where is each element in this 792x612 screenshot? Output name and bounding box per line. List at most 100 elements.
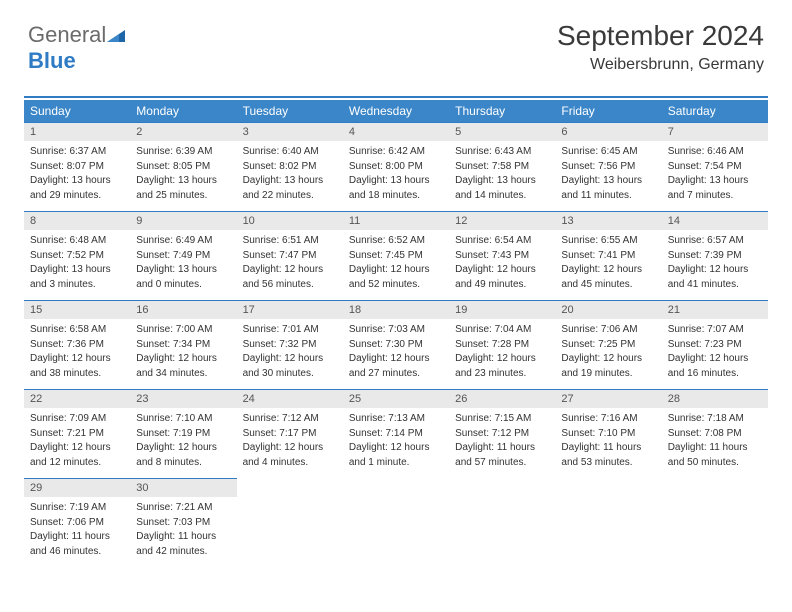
- sunset-text: Sunset: 8:07 PM: [30, 160, 124, 174]
- daylight-line1: Daylight: 13 hours: [30, 174, 124, 188]
- calendar-cell: 27Sunrise: 7:16 AMSunset: 7:10 PMDayligh…: [555, 389, 661, 478]
- calendar-empty-cell: [343, 478, 449, 567]
- sunrise-text: Sunrise: 7:04 AM: [455, 323, 549, 337]
- sunrise-text: Sunrise: 6:45 AM: [561, 145, 655, 159]
- daylight-line2: and 14 minutes.: [455, 189, 549, 203]
- daylight-line2: and 42 minutes.: [136, 545, 230, 559]
- calendar-cell: 17Sunrise: 7:01 AMSunset: 7:32 PMDayligh…: [237, 300, 343, 389]
- dow-tuesday: Tuesday: [237, 100, 343, 122]
- sunrise-text: Sunrise: 7:19 AM: [30, 501, 124, 515]
- sunset-text: Sunset: 7:06 PM: [30, 516, 124, 530]
- daylight-line1: Daylight: 13 hours: [561, 174, 655, 188]
- daylight-line1: Daylight: 12 hours: [668, 263, 762, 277]
- calendar-cell: 18Sunrise: 7:03 AMSunset: 7:30 PMDayligh…: [343, 300, 449, 389]
- calendar-cell: 5Sunrise: 6:43 AMSunset: 7:58 PMDaylight…: [449, 122, 555, 211]
- calendar-cell: 7Sunrise: 6:46 AMSunset: 7:54 PMDaylight…: [662, 122, 768, 211]
- daylight-line1: Daylight: 12 hours: [561, 263, 655, 277]
- sunset-text: Sunset: 7:21 PM: [30, 427, 124, 441]
- day-info: Sunrise: 7:19 AMSunset: 7:06 PMDaylight:…: [24, 497, 130, 567]
- day-number: 15: [24, 300, 130, 319]
- calendar-cell: 13Sunrise: 6:55 AMSunset: 7:41 PMDayligh…: [555, 211, 661, 300]
- daylight-line1: Daylight: 12 hours: [668, 352, 762, 366]
- daylight-line1: Daylight: 12 hours: [136, 441, 230, 455]
- sunset-text: Sunset: 7:36 PM: [30, 338, 124, 352]
- logo-text-2: Blue: [28, 48, 76, 73]
- day-info: Sunrise: 7:13 AMSunset: 7:14 PMDaylight:…: [343, 408, 449, 478]
- sunset-text: Sunset: 8:05 PM: [136, 160, 230, 174]
- day-info: Sunrise: 7:01 AMSunset: 7:32 PMDaylight:…: [237, 319, 343, 389]
- daylight-line2: and 11 minutes.: [561, 189, 655, 203]
- daylight-line2: and 25 minutes.: [136, 189, 230, 203]
- dow-sunday: Sunday: [24, 100, 130, 122]
- calendar-cell: 9Sunrise: 6:49 AMSunset: 7:49 PMDaylight…: [130, 211, 236, 300]
- sunset-text: Sunset: 7:32 PM: [243, 338, 337, 352]
- daylight-line2: and 19 minutes.: [561, 367, 655, 381]
- day-number: 13: [555, 211, 661, 230]
- day-number: 30: [130, 478, 236, 497]
- daylight-line2: and 12 minutes.: [30, 456, 124, 470]
- day-number: 6: [555, 122, 661, 141]
- daylight-line1: Daylight: 11 hours: [136, 530, 230, 544]
- calendar-cell: 25Sunrise: 7:13 AMSunset: 7:14 PMDayligh…: [343, 389, 449, 478]
- dow-saturday: Saturday: [662, 100, 768, 122]
- daylight-line1: Daylight: 12 hours: [455, 263, 549, 277]
- day-info: Sunrise: 7:15 AMSunset: 7:12 PMDaylight:…: [449, 408, 555, 478]
- day-number: 5: [449, 122, 555, 141]
- sunset-text: Sunset: 8:00 PM: [349, 160, 443, 174]
- calendar-cell: 10Sunrise: 6:51 AMSunset: 7:47 PMDayligh…: [237, 211, 343, 300]
- logo-triangle-icon: [107, 22, 125, 48]
- dow-thursday: Thursday: [449, 100, 555, 122]
- day-info: Sunrise: 7:09 AMSunset: 7:21 PMDaylight:…: [24, 408, 130, 478]
- sunrise-text: Sunrise: 7:01 AM: [243, 323, 337, 337]
- daylight-line2: and 56 minutes.: [243, 278, 337, 292]
- daylight-line2: and 38 minutes.: [30, 367, 124, 381]
- dow-monday: Monday: [130, 100, 236, 122]
- sunset-text: Sunset: 7:41 PM: [561, 249, 655, 263]
- day-info: Sunrise: 7:21 AMSunset: 7:03 PMDaylight:…: [130, 497, 236, 567]
- calendar-cell: 23 Sunrise: 7:10 AMSunset: 7:19 PMDayligh…: [130, 389, 236, 478]
- day-number: 23: [130, 389, 236, 408]
- day-info: Sunrise: 6:58 AMSunset: 7:36 PMDaylight:…: [24, 319, 130, 389]
- day-number: 17: [237, 300, 343, 319]
- day-info: Sunrise: 6:46 AMSunset: 7:54 PMDaylight:…: [662, 141, 768, 211]
- sunset-text: Sunset: 7:52 PM: [30, 249, 124, 263]
- sunrise-text: Sunrise: 6:43 AM: [455, 145, 549, 159]
- daylight-line2: and 49 minutes.: [455, 278, 549, 292]
- daylight-line2: and 30 minutes.: [243, 367, 337, 381]
- sunrise-text: Sunrise: 7:13 AM: [349, 412, 443, 426]
- header: September 2024 Weibersbrunn, Germany: [557, 20, 764, 80]
- sunrise-text: Sunrise: 7:16 AM: [561, 412, 655, 426]
- sunrise-text: Sunrise: 6:46 AM: [668, 145, 762, 159]
- day-number: 24: [237, 389, 343, 408]
- day-info: Sunrise: 6:42 AMSunset: 8:00 PMDaylight:…: [343, 141, 449, 211]
- calendar-cell: 24Sunrise: 7:12 AMSunset: 7:17 PMDayligh…: [237, 389, 343, 478]
- daylight-line1: Daylight: 13 hours: [349, 174, 443, 188]
- calendar-cell: 2Sunrise: 6:39 AMSunset: 8:05 PMDaylight…: [130, 122, 236, 211]
- sunset-text: Sunset: 7:08 PM: [668, 427, 762, 441]
- sunrise-text: Sunrise: 7:21 AM: [136, 501, 230, 515]
- day-number: 8: [24, 211, 130, 230]
- daylight-line2: and 3 minutes.: [30, 278, 124, 292]
- sunrise-text: Sunrise: 7:07 AM: [668, 323, 762, 337]
- calendar-empty-cell: [555, 478, 661, 567]
- sunset-text: Sunset: 7:19 PM: [136, 427, 230, 441]
- sunset-text: Sunset: 7:34 PM: [136, 338, 230, 352]
- sunset-text: Sunset: 7:30 PM: [349, 338, 443, 352]
- day-number: 12: [449, 211, 555, 230]
- daylight-line2: and 57 minutes.: [455, 456, 549, 470]
- day-number: 14: [662, 211, 768, 230]
- daylight-line1: Daylight: 11 hours: [30, 530, 124, 544]
- sunrise-text: Sunrise: 7:18 AM: [668, 412, 762, 426]
- sunset-text: Sunset: 7:39 PM: [668, 249, 762, 263]
- day-number: 21: [662, 300, 768, 319]
- day-info: Sunrise: 6:45 AMSunset: 7:56 PMDaylight:…: [555, 141, 661, 211]
- daylight-line2: and 52 minutes.: [349, 278, 443, 292]
- sunrise-text: Sunrise: 6:42 AM: [349, 145, 443, 159]
- daylight-line1: Daylight: 13 hours: [668, 174, 762, 188]
- daylight-line2: and 23 minutes.: [455, 367, 549, 381]
- daylight-line1: Daylight: 12 hours: [455, 352, 549, 366]
- sunset-text: Sunset: 7:12 PM: [455, 427, 549, 441]
- sunrise-text: Sunrise: 7:10 AM: [136, 412, 230, 426]
- day-info: Sunrise: 6:40 AMSunset: 8:02 PMDaylight:…: [237, 141, 343, 211]
- daylight-line1: Daylight: 13 hours: [136, 263, 230, 277]
